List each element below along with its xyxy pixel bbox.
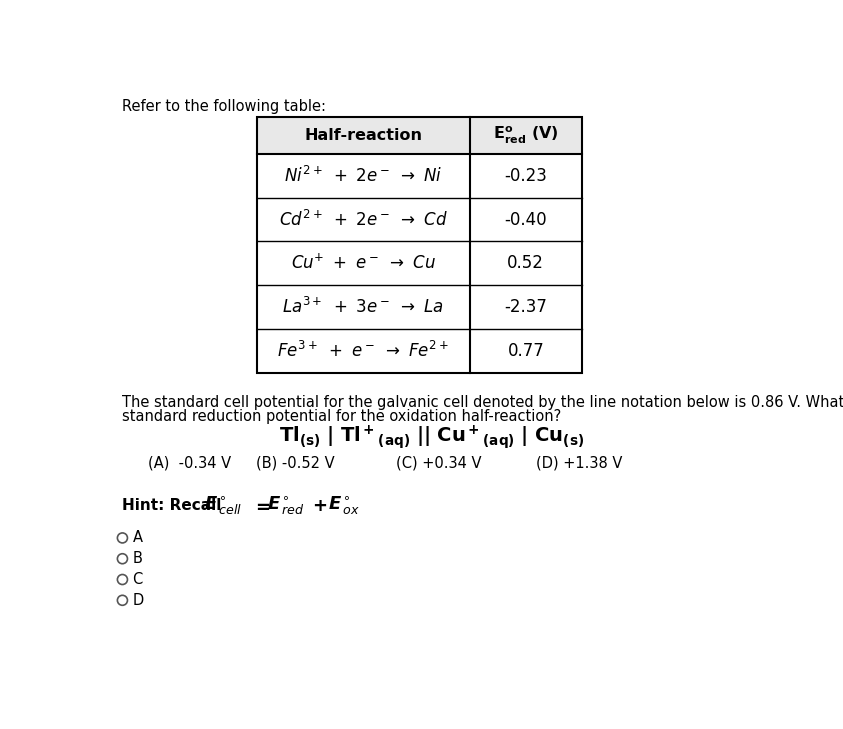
Text: $\mathit{Cd}^{2+}\ +\ 2\mathit{e}^-\ \rightarrow\ \mathit{Cd}$: $\mathit{Cd}^{2+}\ +\ 2\mathit{e}^-\ \ri… [279,209,448,230]
Text: $\mathit{Cu}^{+}\ +\ \mathit{e}^-\ \rightarrow\ \mathit{Cu}$: $\mathit{Cu}^{+}\ +\ \mathit{e}^-\ \righ… [291,254,436,273]
Text: D: D [132,593,144,608]
Text: $\mathbf{Tl}_{\mathbf{(s)}}\ \mathbf{|}\ \mathbf{Tl^+}_{\mathbf{(aq)}}\ \mathbf{: $\mathbf{Tl}_{\mathbf{(s)}}\ \mathbf{|}\… [279,423,584,451]
Text: 0.77: 0.77 [507,342,545,360]
Text: 0.52: 0.52 [507,254,545,273]
Text: $\mathit{Fe}^{3+}\ +\ \mathit{e}^-\ \rightarrow\ \mathit{Fe}^{2+}$: $\mathit{Fe}^{3+}\ +\ \mathit{e}^-\ \rig… [277,341,449,362]
Bar [256,117,582,154]
Text: $\mathit{Ni}^{2+}\ +\ 2\mathit{e}^-\ \rightarrow\ \mathit{Ni}$: $\mathit{Ni}^{2+}\ +\ 2\mathit{e}^-\ \ri… [284,165,443,186]
Text: -0.23: -0.23 [504,167,547,184]
Text: $\mathbf{=}$: $\mathbf{=}$ [252,496,271,515]
Text: A: A [132,531,142,545]
Text: Half-reaction: Half-reaction [304,128,422,143]
Text: The standard cell potential for the galvanic cell denoted by the line notation b: The standard cell potential for the galv… [122,394,843,410]
Text: $\boldsymbol{E}^\circ_{\,ox}$: $\boldsymbol{E}^\circ_{\,ox}$ [328,494,360,517]
Text: (B) -0.52 V: (B) -0.52 V [256,456,336,471]
Text: Hint: Recall: Hint: Recall [122,498,233,513]
Text: C: C [132,572,142,587]
Text: $\boldsymbol{E}^\circ_{\,cell}$: $\boldsymbol{E}^\circ_{\,cell}$ [204,494,242,517]
Bar [256,117,582,373]
Text: standard reduction potential for the oxidation half-reaction?: standard reduction potential for the oxi… [122,408,561,424]
Circle shape [117,574,127,585]
Text: B: B [132,551,142,566]
Text: -0.40: -0.40 [504,211,547,228]
Text: (D) +1.38 V: (D) +1.38 V [535,456,622,471]
Text: -2.37: -2.37 [504,298,547,316]
Circle shape [117,596,127,605]
Text: (A)  -0.34 V: (A) -0.34 V [148,456,231,471]
Text: (C) +0.34 V: (C) +0.34 V [396,456,481,471]
Text: $\mathbf{+}$: $\mathbf{+}$ [312,496,327,515]
Text: Refer to the following table:: Refer to the following table: [122,99,326,114]
Text: $\mathbf{E}_{\mathbf{red}}^{\mathbf{o}}$ $\mathbf{(V)}$: $\mathbf{E}_{\mathbf{red}}^{\mathbf{o}}$… [493,125,559,146]
Circle shape [117,554,127,564]
Text: $\boldsymbol{E}^\circ_{\,red}$: $\boldsymbol{E}^\circ_{\,red}$ [267,494,305,517]
Text: $\mathit{La}^{3+}\ +\ 3\mathit{e}^-\ \rightarrow\ \mathit{La}$: $\mathit{La}^{3+}\ +\ 3\mathit{e}^-\ \ri… [282,297,444,317]
Circle shape [117,533,127,543]
